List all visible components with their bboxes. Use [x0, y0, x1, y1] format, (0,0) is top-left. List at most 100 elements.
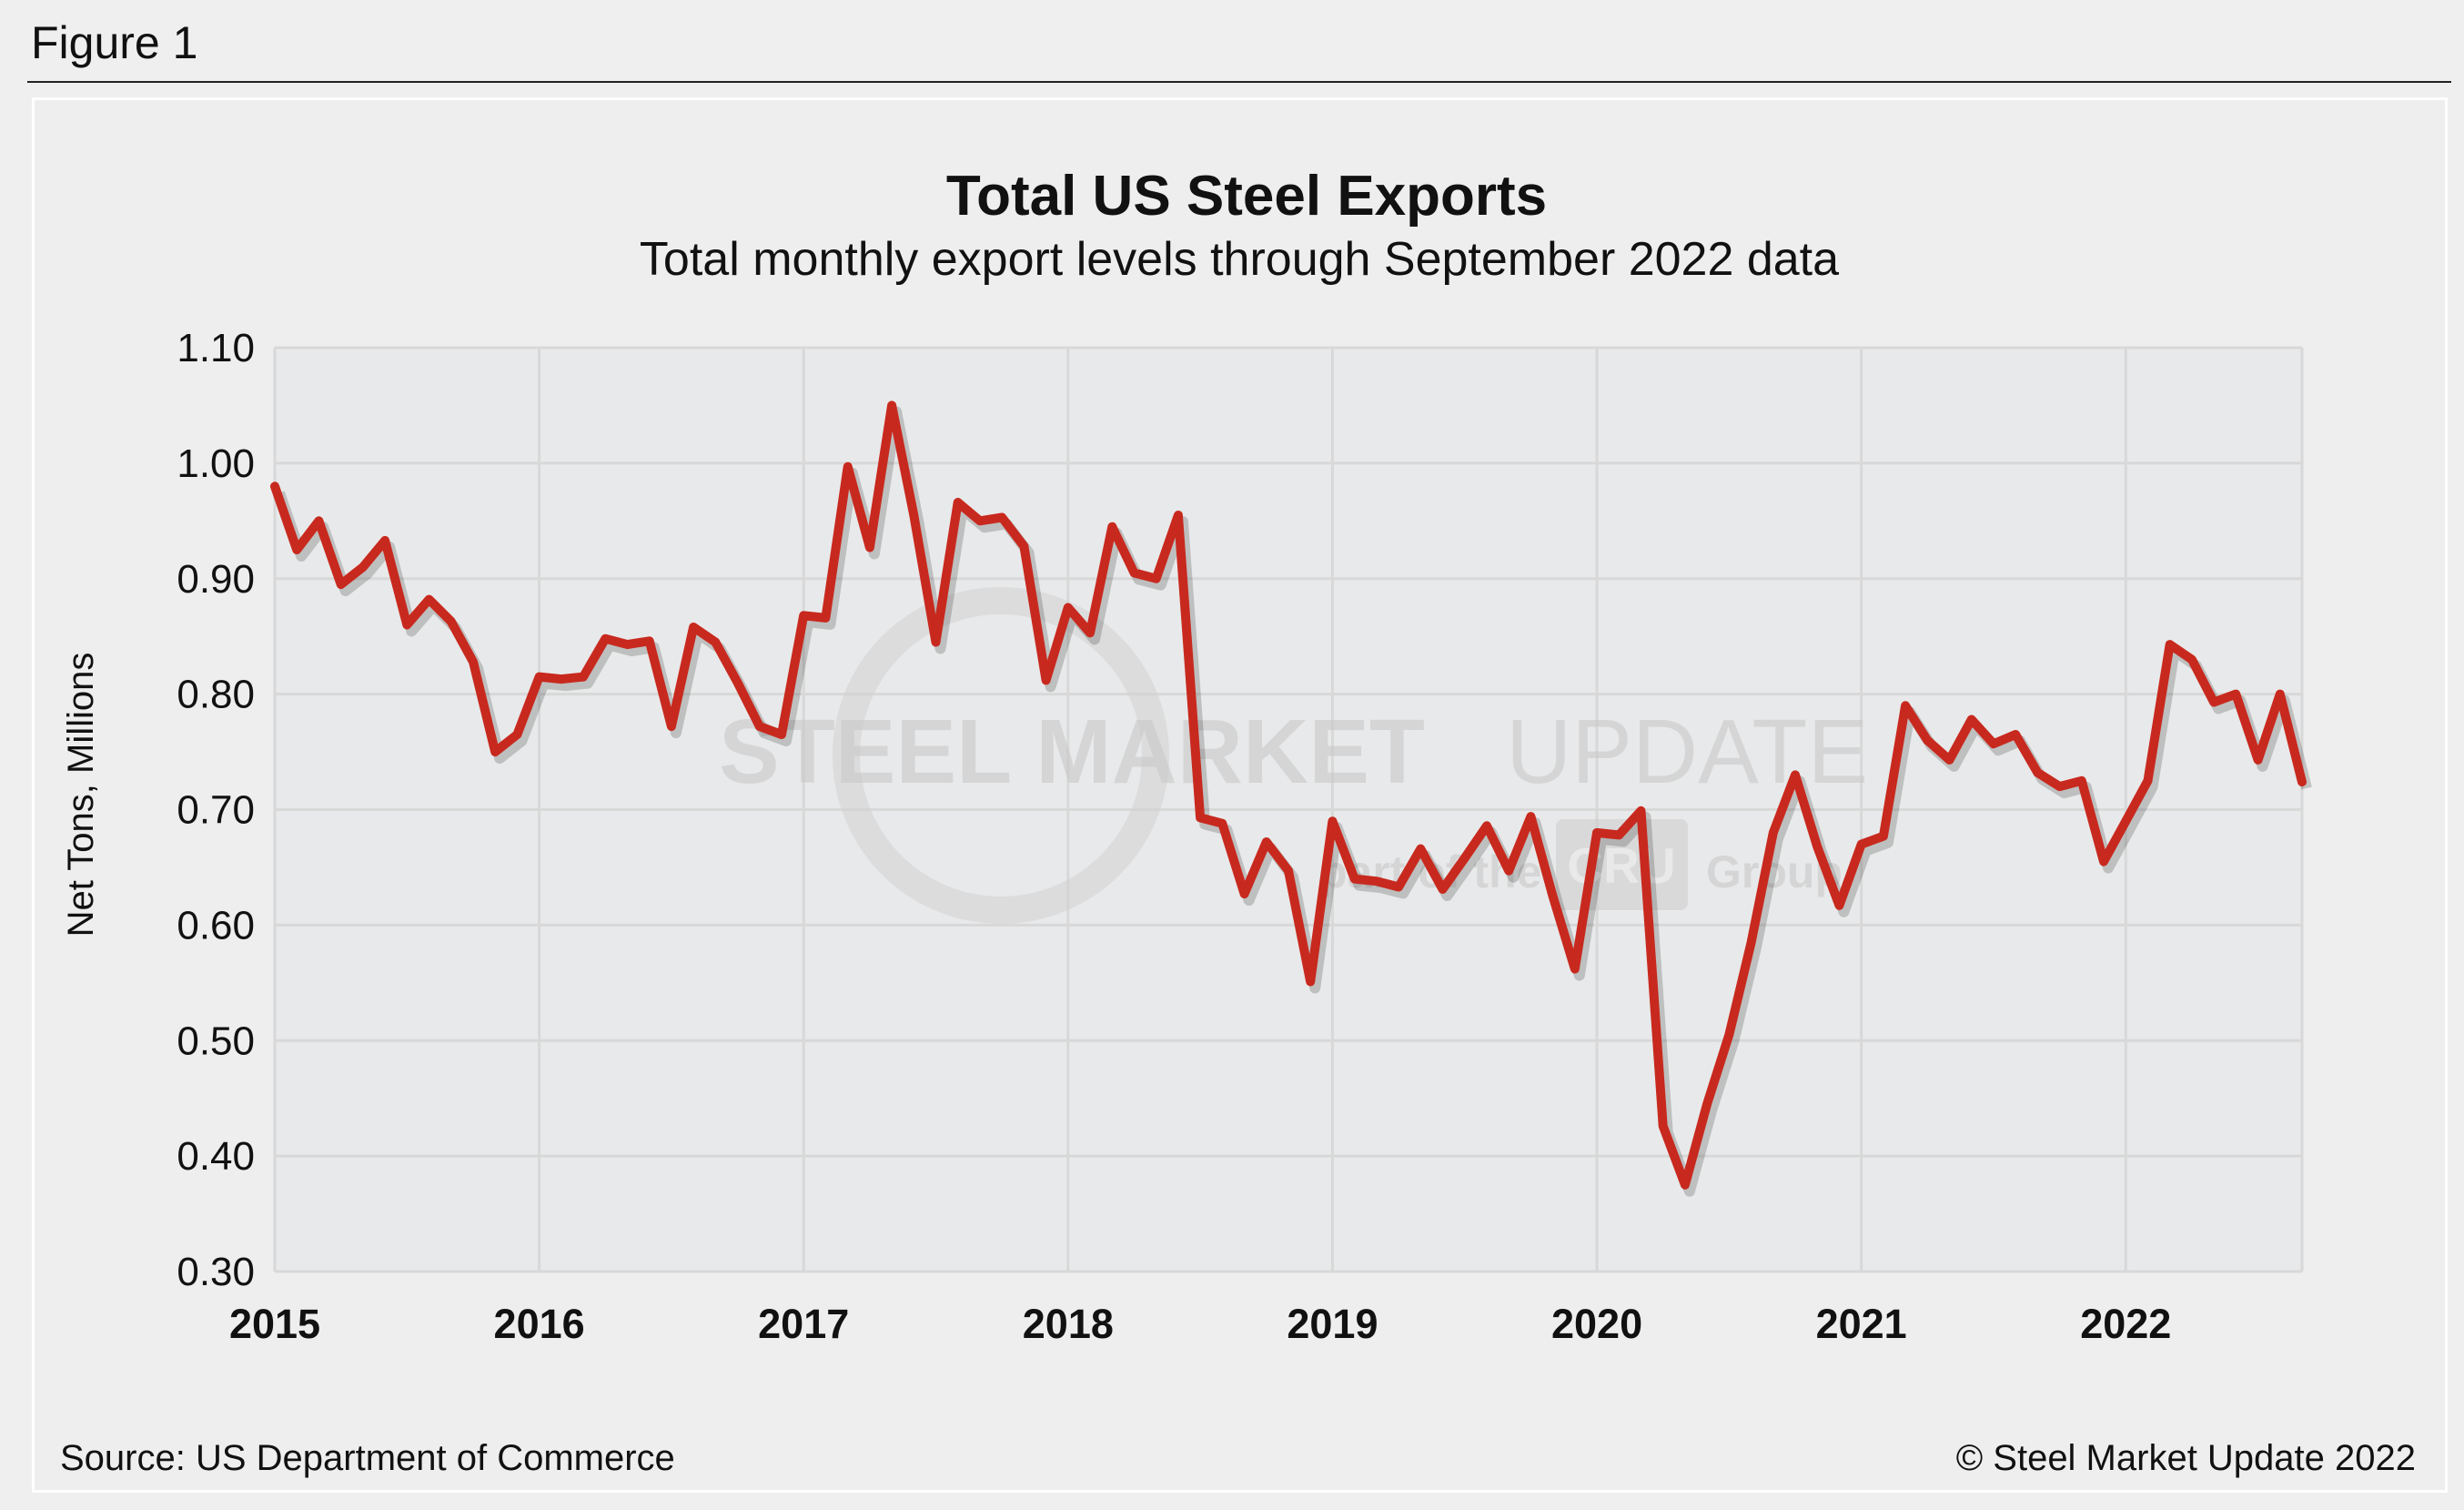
- y-tick-label: 1.00: [177, 441, 255, 486]
- data-point: [2015, 734, 2017, 736]
- data-point: [1441, 888, 1444, 891]
- gridlines: [273, 346, 2304, 1273]
- data-point: [2213, 701, 2216, 704]
- data-point: [1155, 577, 1157, 580]
- data-point: [582, 675, 585, 678]
- data-point: [1485, 825, 1488, 827]
- data-point: [2235, 693, 2237, 695]
- data-point: [2058, 785, 2061, 788]
- x-tick-label: 2018: [1023, 1301, 1114, 1347]
- data-point: [2301, 781, 2303, 784]
- data-point: [2125, 820, 2127, 823]
- data-point: [2080, 779, 2083, 782]
- data-point: [2036, 771, 2039, 774]
- data-point: [449, 620, 452, 623]
- data-point: [1023, 545, 1025, 548]
- data-point: [274, 485, 276, 488]
- y-tick-label: 0.80: [177, 673, 255, 717]
- data-point: [1045, 679, 1047, 682]
- copyright-note: © Steel Market Update 2022: [1956, 1438, 2416, 1478]
- data-point: [1199, 816, 1202, 819]
- data-point: [1288, 869, 1289, 872]
- data-point: [846, 465, 849, 468]
- data-point: [803, 614, 805, 617]
- data-point: [1838, 904, 1841, 907]
- data-point: [2103, 860, 2106, 863]
- data-point: [2146, 779, 2149, 782]
- data-point: [1463, 856, 1466, 859]
- data-point: [648, 640, 651, 643]
- data-point: [1265, 841, 1267, 844]
- data-point: [1111, 525, 1114, 528]
- watermark-text: STEEL MARKET: [719, 701, 1425, 803]
- data-point: [1640, 809, 1642, 812]
- y-tick-label: 0.90: [177, 557, 255, 602]
- y-tick-label: 0.60: [177, 903, 255, 948]
- data-point: [1772, 831, 1774, 834]
- y-tick-label: 0.40: [177, 1134, 255, 1179]
- x-tick-label: 2016: [494, 1301, 585, 1347]
- data-point: [934, 641, 937, 644]
- data-point: [1573, 968, 1576, 970]
- divider: [27, 81, 2451, 83]
- data-point: [1992, 743, 1994, 745]
- data-point: [560, 678, 562, 681]
- data-point: [318, 520, 320, 522]
- data-point: [516, 734, 519, 736]
- data-point: [406, 623, 409, 626]
- chart-subtitle: Total monthly export levels through Sept…: [640, 233, 1839, 286]
- data-point: [1618, 834, 1621, 836]
- data-point: [1948, 758, 1951, 761]
- source-note: Source: US Department of Commerce: [60, 1438, 675, 1478]
- data-point: [758, 725, 761, 728]
- data-point: [1419, 847, 1422, 850]
- data-point: [781, 734, 783, 736]
- data-point: [1309, 980, 1312, 983]
- data-point: [692, 626, 695, 629]
- chart-title: Total US Steel Exports: [946, 165, 1547, 228]
- x-tick-label: 2015: [229, 1301, 320, 1347]
- data-point: [1970, 718, 1973, 721]
- data-point: [1508, 869, 1510, 872]
- data-point: [956, 502, 959, 504]
- data-point: [1882, 835, 1884, 837]
- data-point: [1706, 1103, 1709, 1106]
- data-point: [604, 637, 607, 640]
- y-tick-label: 1.10: [177, 326, 255, 370]
- data-point: [1243, 893, 1246, 896]
- x-tick-label: 2019: [1287, 1301, 1378, 1347]
- data-point: [296, 549, 298, 552]
- data-point: [824, 616, 827, 619]
- data-point: [339, 583, 342, 586]
- data-point: [1794, 774, 1796, 776]
- data-point: [1133, 572, 1136, 574]
- data-point: [1728, 1033, 1731, 1036]
- data-point: [626, 644, 629, 646]
- data-point: [891, 404, 894, 407]
- y-tick-label: 0.30: [177, 1250, 255, 1294]
- watermark-text: UPDATE: [1506, 701, 1868, 803]
- data-point: [1816, 846, 1819, 848]
- data-point: [1750, 941, 1752, 944]
- y-axis-label: Net Tons, Millions: [61, 653, 101, 937]
- data-point: [868, 546, 871, 549]
- data-point: [1551, 895, 1554, 897]
- data-point: [1398, 886, 1400, 888]
- data-point: [1001, 516, 1004, 519]
- y-tick-label: 0.50: [177, 1018, 255, 1063]
- data-point: [670, 725, 672, 728]
- data-point: [1661, 1125, 1664, 1128]
- data-point: [1904, 704, 1907, 707]
- data-point: [361, 566, 364, 569]
- data-point: [384, 539, 387, 542]
- data-point: [1530, 816, 1532, 818]
- data-point: [428, 598, 430, 601]
- data-point: [471, 661, 474, 664]
- data-point: [736, 681, 739, 684]
- x-tick-label: 2021: [1816, 1301, 1907, 1347]
- x-tick-label: 2020: [1551, 1301, 1642, 1347]
- data-point: [1596, 831, 1599, 834]
- data-point: [1066, 606, 1069, 609]
- data-point: [1375, 880, 1378, 883]
